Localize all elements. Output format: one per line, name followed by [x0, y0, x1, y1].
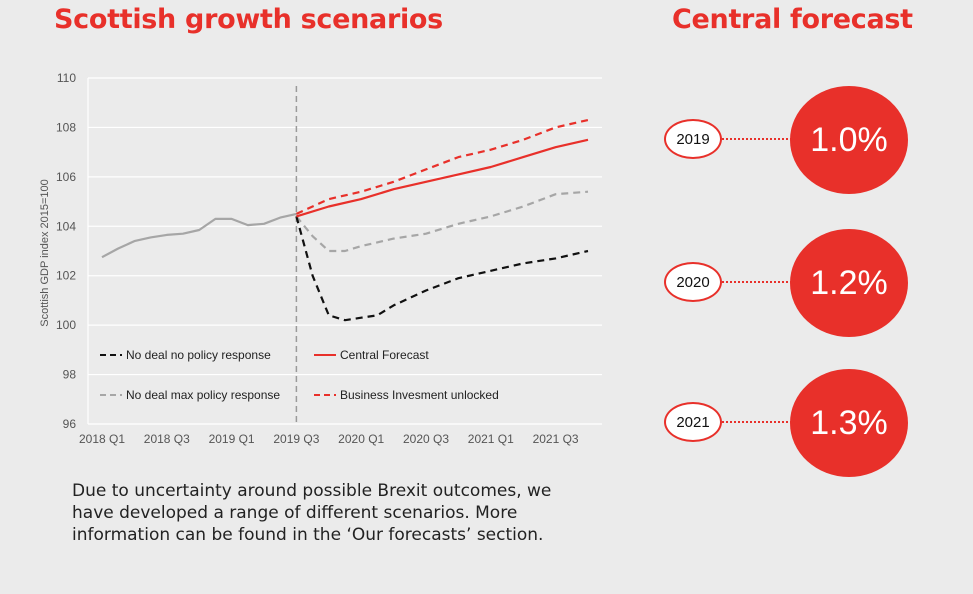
chart-title: Scottish growth scenarios: [54, 4, 443, 35]
y-tick-label: 108: [56, 120, 76, 134]
forecast-row-2020: 2020 1.2%: [664, 229, 924, 349]
y-tick-label: 104: [56, 219, 76, 233]
legend-label: Business Invesment unlocked: [340, 388, 499, 402]
x-tick-label: 2021 Q3: [533, 432, 579, 446]
history-line: [101, 212, 297, 259]
series-lines: [101, 118, 589, 322]
forecast-row-2021: 2021 1.3%: [664, 369, 924, 489]
series-line-1: [295, 190, 589, 253]
y-tick-label: 110: [57, 71, 76, 85]
series-line-0: [295, 216, 589, 322]
y-axis-label: Scottish GDP index 2015=100: [39, 179, 51, 326]
legend-label: No deal max policy response: [126, 388, 280, 402]
x-tick-label: 2018 Q3: [144, 432, 190, 446]
x-tick-label: 2018 Q1: [79, 432, 125, 446]
y-tick-label: 100: [56, 318, 76, 332]
chart-legend: No deal no policy response No deal max po…: [100, 348, 499, 402]
series-line-3: [295, 118, 589, 215]
y-tick-label: 96: [63, 417, 77, 431]
legend-label: No deal no policy response: [126, 348, 271, 362]
growth-value-circle: 1.3%: [790, 369, 908, 477]
x-tick-label: 2021 Q1: [468, 432, 514, 446]
dotted-connector: [722, 421, 792, 423]
growth-value-circle: 1.2%: [790, 229, 908, 337]
year-badge: 2020: [664, 262, 722, 302]
growth-value-circle: 1.0%: [790, 86, 908, 194]
x-tick-label: 2020 Q3: [403, 432, 449, 446]
year-badge: 2019: [664, 119, 722, 159]
year-badge: 2021: [664, 402, 722, 442]
series-line-2: [296, 138, 589, 218]
x-tick-label: 2019 Q3: [273, 432, 319, 446]
y-tick-label: 106: [56, 170, 76, 184]
y-tick-label: 98: [63, 368, 77, 382]
legend-label: Central Forecast: [340, 348, 429, 362]
scenario-description: Due to uncertainty around possible Brexi…: [72, 481, 552, 545]
y-axis-ticks: 96 98 100 102 104 106 108 110: [56, 71, 76, 431]
x-tick-label: 2019 Q1: [209, 432, 255, 446]
dotted-connector: [722, 281, 792, 283]
x-tick-label: 2020 Q1: [338, 432, 384, 446]
dotted-connector: [722, 138, 792, 140]
central-forecast-title: Central forecast: [672, 4, 913, 35]
grid-lines: [87, 77, 602, 425]
y-tick-label: 102: [56, 269, 76, 283]
forecast-row-2019: 2019 1.0%: [664, 86, 924, 206]
x-axis-ticks: 2018 Q1 2018 Q3 2019 Q1 2019 Q3 2020 Q1 2020 …: [79, 432, 579, 446]
